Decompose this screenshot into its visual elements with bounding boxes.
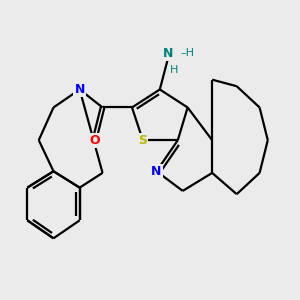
Text: –H: –H	[180, 49, 194, 58]
Text: O: O	[89, 134, 100, 147]
Text: N: N	[74, 83, 85, 96]
Text: S: S	[138, 134, 147, 147]
Text: N: N	[163, 47, 173, 60]
Text: N: N	[152, 165, 162, 178]
Text: H: H	[170, 65, 178, 75]
